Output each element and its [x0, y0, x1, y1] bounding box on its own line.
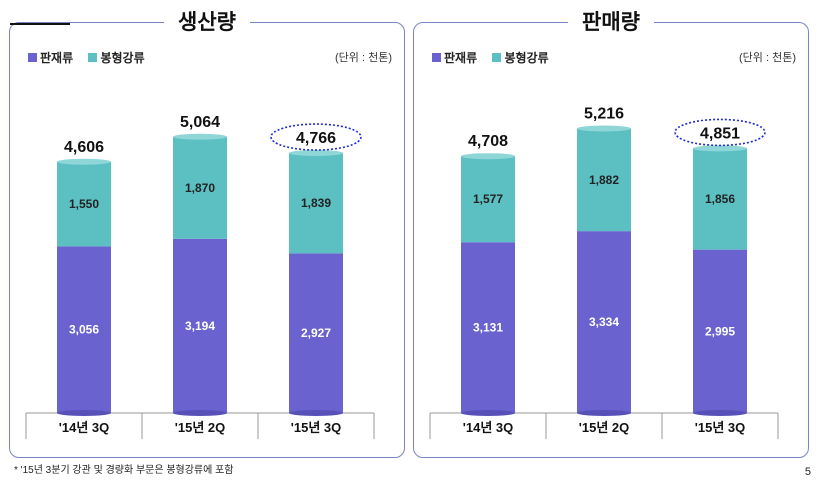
legend-item-plate: 판재류: [28, 49, 73, 66]
sales-panel: 판매량 판재류 봉형강류 (단위 : 천톤) 3,131 1,577 4,708 '1…: [413, 6, 809, 458]
x-tick-label: '14년 3Q: [463, 420, 513, 435]
legend: 판재류 봉형강류: [28, 49, 157, 66]
data-label-bar-section: 1,870: [185, 181, 215, 195]
bar-bottom-cap: [461, 410, 515, 416]
legend-swatch-plate: [432, 53, 441, 62]
legend-item-bar-section: 봉형강류: [492, 49, 549, 66]
total-label: 4,851: [700, 125, 740, 142]
x-tick-label: '15년 2Q: [579, 420, 629, 435]
bar-bottom-cap: [693, 410, 747, 416]
legend-label-bar-section: 봉형강류: [504, 51, 549, 65]
data-label-plate: 3,056: [69, 323, 99, 337]
highlight-ellipse: [270, 123, 362, 151]
legend-label-plate: 판재류: [444, 51, 478, 65]
legend-swatch-plate: [28, 53, 37, 62]
bar-bottom-cap: [57, 410, 111, 416]
total-label: 4,606: [64, 139, 104, 156]
production-panel: 생산량 판재류 봉형강류 (단위 : 천톤) 3,056 1,550 4,606 '1…: [9, 6, 405, 458]
bar-segment-plate: [461, 242, 515, 413]
bar-segment-bar-section: [461, 156, 515, 243]
total-label: 4,766: [296, 130, 336, 147]
bar-segment-bar-section: [577, 128, 631, 232]
bar-top-cap: [173, 133, 227, 140]
bar-segment-plate: [693, 249, 747, 413]
data-label-bar-section: 1,577: [473, 192, 503, 206]
total-label: 5,216: [584, 105, 624, 122]
bar-segment-plate: [289, 253, 343, 413]
total-label: 4,708: [468, 133, 508, 150]
panel-title: 판매량: [568, 6, 654, 36]
footnote: * '15년 3분기 강관 및 경량화 부문은 봉형강류에 포함: [14, 465, 234, 476]
sales-chart: 3,131 1,577 4,708 '14년 3Q 3,334 1,882 5,216 '15…: [429, 105, 779, 439]
data-label-plate: 3,194: [185, 319, 215, 333]
bar-segment-bar-section: [173, 136, 227, 239]
unit-label: (단위 : 천톤): [335, 52, 392, 64]
data-label-plate: 2,927: [301, 326, 331, 340]
bar-bottom-cap: [577, 410, 631, 416]
production-chart: 3,056 1,550 4,606 '14년 3Q 3,194 1,870 5,064 '15…: [25, 114, 375, 439]
legend-swatch-bar-section: [492, 53, 502, 62]
data-label-plate: 3,334: [589, 315, 619, 329]
bar-segment-plate: [577, 231, 631, 413]
bar-segment-bar-section: [693, 148, 747, 250]
title-rule-left: [10, 23, 70, 25]
legend-label-plate: 판재류: [40, 51, 74, 65]
legend-item-plate: 판재류: [432, 49, 477, 66]
data-label-plate: 3,131: [473, 321, 503, 335]
bar-bottom-cap: [289, 410, 343, 416]
legend-swatch-bar-section: [88, 53, 98, 62]
x-tick-label: '14년 3Q: [59, 420, 109, 435]
bar-top-cap: [289, 150, 343, 157]
bar-bottom-cap: [173, 410, 227, 416]
bar-top-cap: [57, 158, 111, 165]
data-label-bar-section: 1,550: [69, 197, 99, 211]
x-tick-label: '15년 3Q: [695, 420, 745, 435]
bar-top-cap: [577, 125, 631, 132]
bar-segment-plate: [173, 238, 227, 413]
bar-top-cap: [461, 153, 515, 160]
panel-title: 생산량: [164, 6, 250, 36]
x-tick-label: '15년 2Q: [175, 420, 225, 435]
legend: 판재류 봉형강류: [432, 49, 561, 66]
legend-item-bar-section: 봉형강류: [88, 49, 145, 66]
bar-top-cap: [693, 145, 747, 152]
data-label-bar-section: 1,839: [301, 196, 331, 210]
x-tick-label: '15년 3Q: [291, 420, 341, 435]
total-label: 5,064: [180, 114, 220, 131]
bar-segment-bar-section: [289, 153, 343, 254]
unit-label: (단위 : 천톤): [739, 52, 796, 64]
data-label-bar-section: 1,856: [705, 192, 735, 206]
data-label-plate: 2,995: [705, 324, 735, 338]
bar-segment-bar-section: [57, 161, 111, 247]
bar-segment-plate: [57, 246, 111, 413]
legend-label-bar-section: 봉형강류: [100, 51, 145, 65]
page-number: 5: [804, 466, 811, 478]
data-label-bar-section: 1,882: [589, 173, 619, 187]
